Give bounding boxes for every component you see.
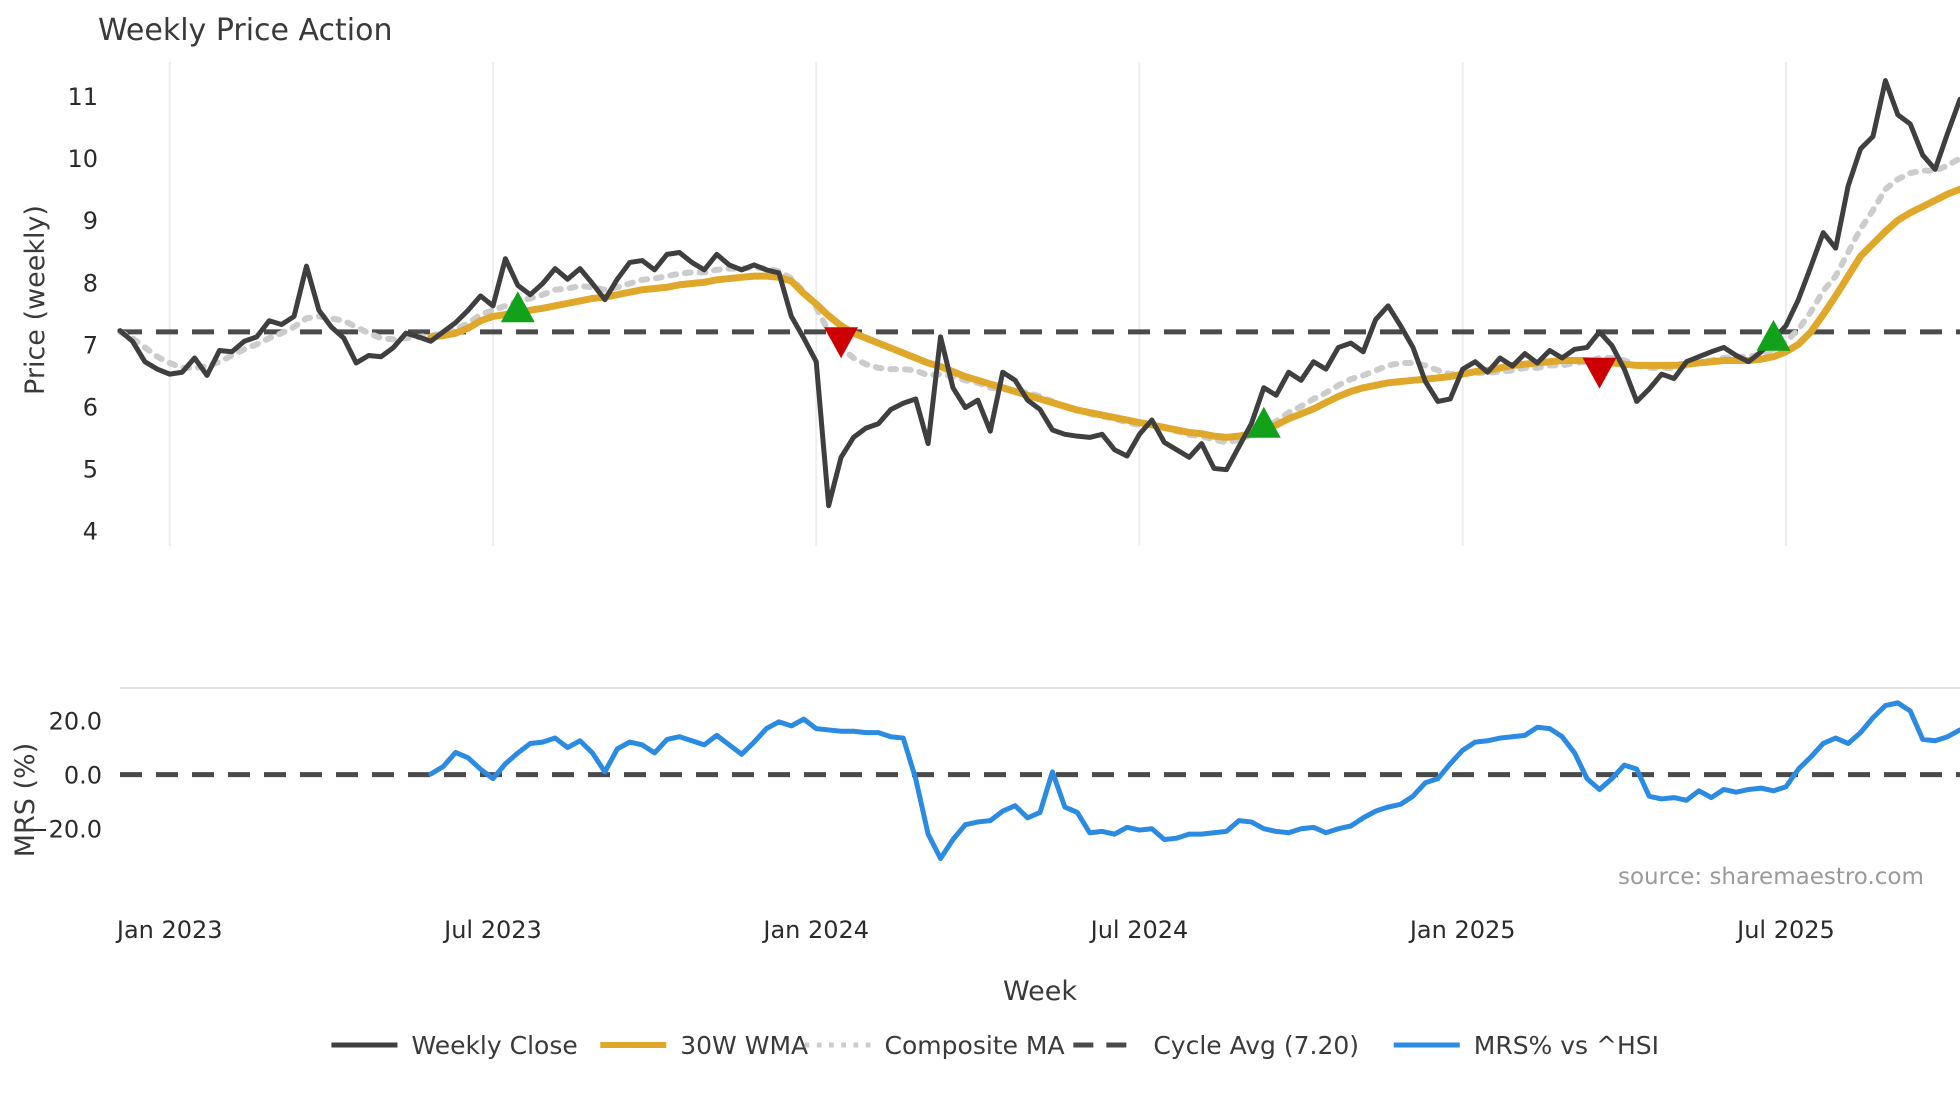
x-tick-1: Jul 2023 bbox=[442, 916, 542, 944]
mrs-y-axis-label: MRS (%) bbox=[10, 743, 41, 858]
mrs-series-line bbox=[428, 700, 1960, 861]
mrs-y-tick-labels: 20.0 0.0 −20.0 bbox=[28, 707, 102, 843]
buy-signal-marker-0 bbox=[500, 291, 535, 323]
buy-signal-marker-4 bbox=[1756, 319, 1791, 351]
x-tick-5: Jul 2025 bbox=[1735, 916, 1835, 944]
price-series-lines bbox=[117, 78, 1960, 509]
chart-legend: Weekly Close 30W WMA Composite MA Cycle Avg… bbox=[331, 1031, 1659, 1060]
legend-label-weekly-close: Weekly Close bbox=[411, 1031, 577, 1060]
x-tick-labels: Jan 2023 Jul 2023 Jan 2024 Jul 2024 Jan 2025… bbox=[115, 916, 1835, 944]
source-note: source: sharemaestro.com bbox=[1618, 864, 1924, 890]
price-y-tick-labels: 4 5 6 7 8 9 10 11 bbox=[67, 83, 98, 545]
price-y-tick-1: 5 bbox=[83, 455, 98, 483]
price-y-tick-3: 7 bbox=[83, 331, 98, 359]
x-axis-label: Week bbox=[1003, 976, 1077, 1007]
legend-label-composite-ma: Composite MA bbox=[885, 1031, 1065, 1060]
mrs-y-tick-0: 20.0 bbox=[49, 707, 102, 735]
sell-signal-marker-3 bbox=[1582, 357, 1617, 389]
price-y-tick-4: 8 bbox=[83, 269, 98, 297]
x-tick-4: Jan 2025 bbox=[1408, 916, 1516, 944]
price-y-tick-7: 11 bbox=[67, 83, 98, 111]
x-tick-3: Jul 2024 bbox=[1089, 916, 1189, 944]
price-y-tick-6: 10 bbox=[67, 145, 98, 173]
price-y-tick-0: 4 bbox=[83, 517, 98, 545]
legend-entry-composite-ma: Composite MA bbox=[804, 1031, 1065, 1060]
legend-label-mrs-vs-hsi: MRS% vs ^HSI bbox=[1474, 1031, 1659, 1060]
page-title: Weekly Price Action bbox=[98, 13, 393, 48]
x-tick-2: Jan 2024 bbox=[761, 916, 869, 944]
legend-label-cycle-avg-7-20: Cycle Avg (7.20) bbox=[1153, 1031, 1359, 1060]
mrs-panel: 20.00.0−20.0 MRS (%) Jan 2023 Jul 2023 Jan… bbox=[10, 687, 1960, 1007]
price-y-axis-label: Price (weekly) bbox=[20, 205, 51, 395]
legend-label-30w-wma: 30W WMA bbox=[680, 1031, 808, 1060]
x-tick-0: Jan 2023 bbox=[115, 916, 223, 944]
series-line-mrs bbox=[428, 700, 1960, 861]
series-line-weekly-close bbox=[117, 78, 1960, 509]
legend-entry-cycle-avg-7-20: Cycle Avg (7.20) bbox=[1073, 1031, 1359, 1060]
series-line-30w-wma bbox=[427, 185, 1960, 441]
price-y-tick-5: 9 bbox=[83, 207, 98, 235]
sell-signal-marker-1 bbox=[824, 327, 859, 359]
price-panel: 4 5 6 7 8 9 10 11 Price (weekly) bbox=[20, 62, 1960, 546]
mrs-y-tick-2: −20.0 bbox=[28, 816, 102, 844]
buy-signal-marker-2 bbox=[1246, 406, 1281, 438]
mrs-y-tick-1: 0.0 bbox=[64, 762, 102, 790]
price-y-tick-2: 6 bbox=[83, 393, 98, 421]
signal-markers bbox=[500, 291, 1791, 438]
legend-entry-mrs-vs-hsi: MRS% vs ^HSI bbox=[1393, 1031, 1659, 1060]
legend-entry-weekly-close: Weekly Close bbox=[331, 1031, 578, 1060]
legend-entry-30w-wma: 30W WMA bbox=[600, 1031, 808, 1060]
